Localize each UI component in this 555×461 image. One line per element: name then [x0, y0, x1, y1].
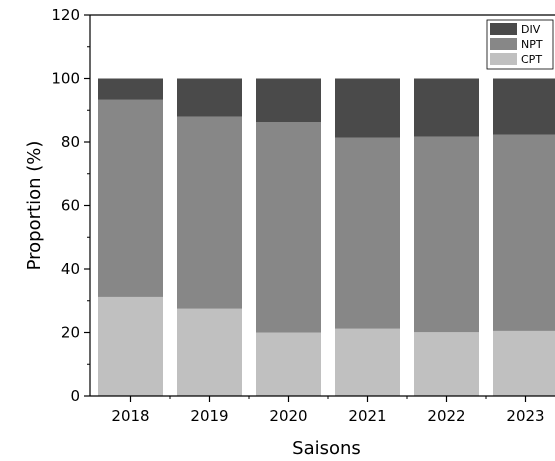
legend-label-npt: NPT [521, 38, 543, 51]
legend-swatch-cpt [490, 53, 517, 65]
x-ticks-group: 2018 2019 2020 2021 2022 2023 [111, 396, 544, 425]
bar-npt-2022 [414, 137, 479, 333]
x-tick-label: 2019 [190, 407, 228, 425]
y-tick-label: 120 [51, 6, 80, 24]
y-tick-label: 60 [61, 197, 80, 215]
bar-npt-2019 [177, 117, 242, 309]
bar-div-2019 [177, 79, 242, 117]
bar-cpt-2023 [493, 331, 555, 396]
legend-label-cpt: CPT [521, 53, 542, 66]
bars-group [98, 79, 555, 397]
x-tick-label: 2023 [506, 407, 544, 425]
bar-div-2023 [493, 79, 555, 135]
bar-div-2018 [98, 79, 163, 100]
y-tick-label: 40 [61, 260, 80, 278]
bar-div-2021 [335, 79, 400, 138]
y-ticks-group: 0 20 40 60 80 100 120 [51, 6, 90, 405]
legend-swatch-npt [490, 38, 517, 50]
legend-swatch-div [490, 23, 517, 35]
legend-label-div: DIV [521, 23, 541, 36]
bar-div-2020 [256, 79, 321, 122]
bar-cpt-2019 [177, 309, 242, 396]
bar-npt-2018 [98, 100, 163, 297]
y-tick-label: 0 [70, 387, 80, 405]
bar-cpt-2020 [256, 333, 321, 397]
x-tick-label: 2021 [348, 407, 386, 425]
y-tick-label: 100 [51, 70, 80, 88]
bar-cpt-2018 [98, 297, 163, 396]
bar-cpt-2022 [414, 332, 479, 396]
bar-cpt-2021 [335, 329, 400, 396]
y-tick-label: 20 [61, 324, 80, 342]
y-axis-title: Proportion (%) [24, 141, 45, 271]
bar-div-2022 [414, 79, 479, 137]
x-tick-label: 2020 [269, 407, 307, 425]
bar-npt-2023 [493, 135, 555, 331]
y-tick-label: 80 [61, 133, 80, 151]
bar-npt-2021 [335, 138, 400, 329]
x-axis-title: Saisons [292, 438, 361, 459]
legend: DIV NPT CPT [487, 20, 553, 69]
bar-npt-2020 [256, 122, 321, 333]
x-tick-label: 2022 [427, 407, 465, 425]
x-tick-label: 2018 [111, 407, 149, 425]
